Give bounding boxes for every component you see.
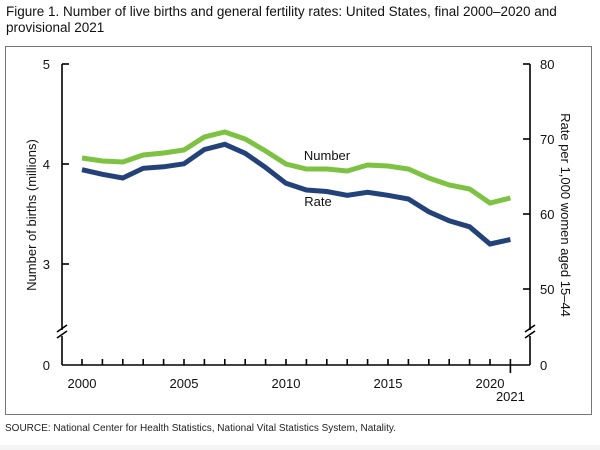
source-note: SOURCE: National Center for Health Stati…: [5, 423, 396, 434]
y2-tick-label: 80: [540, 57, 554, 72]
axes: [56, 64, 536, 366]
series-line-rate: [81, 141, 511, 247]
x-tick-label: 2015: [374, 376, 403, 391]
chart-frame: [5, 46, 592, 415]
bottom-strip: [0, 445, 600, 450]
left-axis-break: [56, 324, 68, 333]
y-tick-label: 0: [43, 358, 50, 373]
y2-tick-label: 50: [540, 282, 554, 297]
left-axis-break: [56, 330, 68, 339]
y-tick-label: 5: [43, 57, 50, 72]
y2-tick-label: 60: [540, 207, 554, 222]
x-tick-label: 2021: [496, 389, 525, 404]
y2-tick-label: 0: [540, 358, 547, 373]
y-tick-label: 4: [43, 157, 50, 172]
series-line-number: [81, 129, 511, 206]
series-label-number: Number: [304, 148, 351, 163]
x-tick-label: 2005: [170, 376, 199, 391]
y-tick-label: 3: [43, 257, 50, 272]
y-axis-label: Number of births (millions): [24, 139, 39, 291]
x-tick-label: 2000: [68, 376, 97, 391]
y2-axis-label: Rate per 1,000 women aged 15–44: [558, 113, 573, 317]
series-lines: [81, 129, 511, 247]
series-label-rate: Rate: [304, 194, 331, 209]
x-tick-label: 2010: [272, 376, 301, 391]
y2-tick-label: 70: [540, 132, 554, 147]
right-axis-break: [524, 330, 536, 339]
x-tick-label: 2020: [476, 376, 505, 391]
right-axis-break: [524, 324, 536, 333]
figure-title: Figure 1. Number of live births and gene…: [6, 4, 557, 35]
ticks: [62, 63, 530, 373]
